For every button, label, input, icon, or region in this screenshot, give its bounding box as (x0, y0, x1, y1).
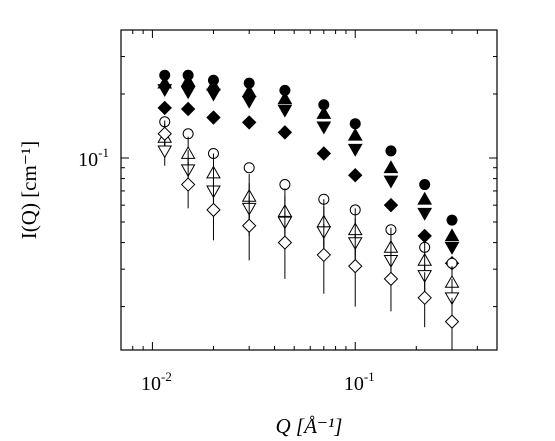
data-point (277, 91, 293, 105)
series-3 (157, 100, 460, 271)
data-point (383, 197, 399, 213)
series-5 (157, 123, 460, 298)
data-point (417, 207, 433, 221)
data-point (347, 127, 363, 141)
data-point (157, 100, 172, 116)
series-6 (157, 135, 460, 317)
x-tick-label: 10-1 (344, 369, 375, 395)
data-point (349, 118, 361, 130)
data-point (180, 177, 196, 192)
data-point (347, 143, 363, 157)
data-point (277, 125, 293, 140)
data-point (419, 179, 431, 191)
data-point (277, 104, 293, 118)
data-point (417, 191, 433, 205)
data-point (241, 95, 257, 109)
series-layer (157, 69, 460, 347)
x-axis-label: Q [Å⁻¹] (276, 414, 343, 438)
data-point (385, 145, 397, 157)
data-point (241, 84, 257, 98)
y-axis-label: I(Q) [cm⁻¹] (17, 141, 41, 239)
series-4 (159, 116, 458, 269)
series-7 (157, 120, 460, 347)
data-point (316, 105, 332, 119)
y-tick-label: 10-1 (78, 145, 109, 171)
data-point (206, 110, 221, 125)
data-point (206, 88, 221, 102)
data-point (279, 179, 291, 191)
data-point (383, 160, 399, 174)
data-point (180, 73, 196, 87)
data-point (383, 175, 399, 189)
plot-frame (120, 29, 498, 351)
data-point (157, 84, 173, 98)
tick-labels: 10-2 10-1 10-1 (78, 145, 375, 395)
data-point (241, 218, 257, 233)
data-point (206, 202, 221, 218)
data-point (180, 86, 196, 100)
data-point (444, 241, 460, 255)
x-tick-label: 10-2 (141, 369, 172, 395)
data-point (316, 146, 332, 161)
series-2 (157, 84, 460, 255)
data-point (417, 228, 432, 244)
data-point (444, 314, 460, 329)
data-point (348, 258, 363, 274)
data-point (316, 247, 332, 263)
series-1 (157, 73, 460, 242)
data-point (444, 228, 460, 242)
data-point (348, 167, 363, 183)
data-point (446, 214, 458, 226)
data-point (241, 115, 257, 130)
series-0 (159, 69, 458, 226)
data-point (316, 121, 332, 135)
data-point (180, 101, 196, 117)
data-point (383, 271, 399, 287)
axis-ticks (120, 29, 498, 350)
data-point (157, 145, 173, 159)
data-point (157, 126, 172, 141)
data-point (277, 235, 293, 250)
data-point (417, 290, 432, 306)
data-point (243, 162, 255, 174)
